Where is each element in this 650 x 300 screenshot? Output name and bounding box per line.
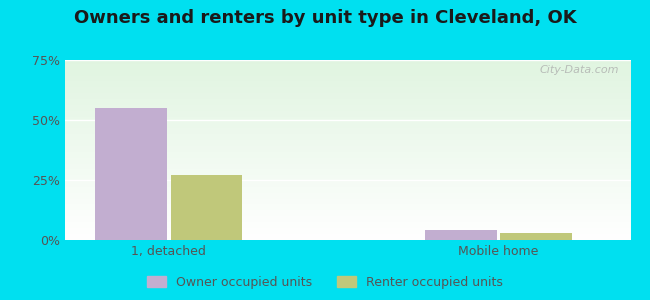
Bar (95, 108, 167, 240)
Bar (170, 175, 242, 240)
Text: Owners and renters by unit type in Cleveland, OK: Owners and renters by unit type in Cleve… (73, 9, 577, 27)
Text: City-Data.com: City-Data.com (540, 65, 619, 75)
Bar (500, 233, 572, 240)
Legend: Owner occupied units, Renter occupied units: Owner occupied units, Renter occupied un… (142, 271, 508, 294)
Bar (425, 230, 497, 240)
